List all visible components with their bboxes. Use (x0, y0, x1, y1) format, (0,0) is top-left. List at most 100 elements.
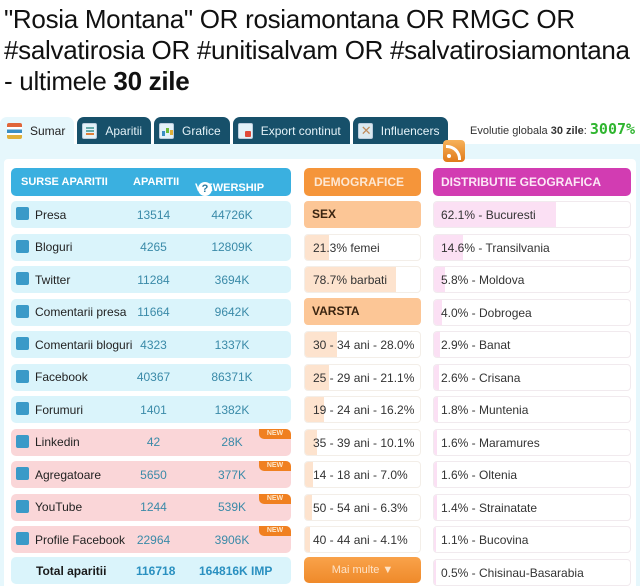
source-viewership: 539K (217, 500, 247, 514)
tab-sumar[interactable]: Sumar (0, 117, 75, 144)
global-evolution: Evolutie globala 30 zile: 3007% (470, 120, 635, 138)
new-badge: NEW (259, 428, 291, 439)
help-icon[interactable]: ? (198, 182, 212, 196)
total-viewership: 164816K IMP (199, 564, 273, 578)
geo-row: 14.6% - Transilvania (433, 233, 631, 261)
source-viewership: 1337K (214, 337, 250, 352)
export-icon (237, 122, 253, 139)
source-count: 40367 (136, 370, 171, 384)
twitter-icon (16, 272, 29, 285)
source-row[interactable]: Comentarii presa 11664 9642K (11, 298, 291, 326)
geo-text: 62.1% - Bucuresti (441, 208, 536, 222)
age-section-label: VARSTA (304, 298, 421, 325)
percent-bar (434, 234, 463, 260)
page-title: "Rosia Montana" OR rosiamontana OR RMGC … (4, 4, 640, 97)
source-row[interactable]: Forumuri 1401 1382K (11, 396, 291, 423)
age-text: 40 - 44 ani - 4.1% (313, 533, 408, 547)
press-icon (16, 207, 29, 220)
new-badge: NEW (259, 461, 291, 471)
evolution-value: 3007% (589, 120, 636, 138)
geo-text: 1.6% - Oltenia (441, 468, 518, 482)
source-name: Comentarii presa (35, 305, 127, 319)
geo-header-label: DISTRIBUTIE GEOGRAFICA (441, 175, 602, 189)
linkedin-icon (16, 434, 29, 448)
blog-comment-icon (16, 337, 29, 350)
geo-row: 1.6% - Maramures (433, 428, 631, 456)
geo-text: 2.6% - Crisana (441, 370, 521, 385)
source-count: 1401 (140, 402, 167, 417)
demo-header-label: DEMOGRAFICE (314, 175, 404, 189)
source-count: 1244 (140, 500, 167, 514)
percent-bar (305, 429, 317, 455)
total-label: Total aparitii (36, 564, 107, 578)
age-text: 25 - 29 ani - 21.1% (313, 370, 415, 385)
tab-aparitii[interactable]: Aparitii (77, 117, 152, 144)
source-row[interactable]: Comentarii bloguri 4323 1337K (11, 331, 291, 358)
source-viewership: 377K (217, 467, 247, 482)
source-viewership: 28K (221, 435, 243, 449)
aggregator-icon (16, 467, 29, 480)
source-name: YouTube (35, 500, 83, 514)
percent-bar (434, 332, 440, 357)
source-viewership: 9642K (214, 305, 250, 319)
geo-row: 62.1% - Bucuresti (433, 201, 631, 228)
percent-bar (434, 559, 437, 585)
age-text: 35 - 39 ani - 10.1% (313, 435, 415, 450)
percent-bar (434, 299, 442, 325)
age-row: 25 - 29 ani - 21.1% (304, 363, 421, 391)
age-text: 14 - 18 ani - 7.0% (313, 468, 408, 482)
percent-bar (305, 397, 324, 422)
source-viewership: 3906K (214, 532, 250, 547)
source-row[interactable]: Agregatoare 5650 377K NEW (11, 461, 291, 488)
source-row[interactable]: Bloguri 4265 12809K (11, 233, 291, 261)
geo-text: 1.4% - Strainatate (441, 500, 538, 515)
percent-bar (305, 267, 396, 292)
age-row: 35 - 39 ani - 10.1% (304, 428, 421, 456)
source-row[interactable]: Presa 13514 44726K (11, 201, 291, 228)
percent-bar (305, 364, 330, 390)
age-text: 30 - 34 ani - 28.0% (313, 338, 415, 352)
source-viewership: 86371K (211, 370, 253, 384)
tab-label: Aparitii (105, 123, 143, 138)
source-row[interactable]: YouTube 1244 539K NEW (11, 493, 291, 521)
facebook-icon (16, 369, 29, 383)
source-count: 11284 (137, 272, 170, 287)
source-row[interactable]: Profile Facebook 22964 3906K NEW (11, 526, 291, 553)
tab-influencers[interactable]: Influencers (352, 117, 449, 144)
age-row: 40 - 44 ani - 4.1% (304, 526, 421, 553)
tab-label: Sumar (30, 123, 66, 138)
rss-icon[interactable] (443, 140, 465, 162)
tab-bar: Sumar Aparitii Grafice Export continut I… (0, 117, 451, 144)
percent-bar (434, 364, 440, 390)
forum-icon (16, 402, 29, 415)
source-name: Presa (35, 207, 67, 222)
source-name: Comentarii bloguri (35, 337, 133, 352)
source-row[interactable]: Twitter 11284 3694K (11, 266, 291, 293)
total-row: Total aparitii 116718 164816K IMP (11, 557, 291, 584)
demographics-header: DEMOGRAFICE (304, 168, 421, 196)
youtube-icon (16, 499, 29, 513)
geo-text: 1.1% - Bucovina (441, 533, 529, 547)
age-row: 14 - 18 ani - 7.0% (304, 461, 421, 488)
geo-row: 2.9% - Banat (433, 331, 631, 358)
source-name: Profile Facebook (35, 532, 126, 547)
facebook-profile-icon (16, 532, 29, 545)
age-row: 19 - 24 ani - 16.2% (304, 396, 421, 423)
evolution-label: Evolutie globala (470, 125, 548, 137)
geo-text: 4.0% - Dobrogea (441, 305, 532, 320)
chart-icon (159, 122, 175, 139)
geo-row: 4.0% - Dobrogea (433, 298, 631, 326)
source-name: Agregatoare (35, 467, 102, 482)
age-row: 30 - 34 ani - 28.0% (304, 331, 421, 358)
period-text: 30 zile (113, 66, 190, 96)
tab-export-continut[interactable]: Export continut (232, 117, 350, 144)
geo-text: 0.5% - Chisinau-Basarabia (441, 565, 584, 580)
tab-grafice[interactable]: Grafice (154, 117, 230, 144)
source-count: 22964 (136, 532, 171, 547)
more-button[interactable]: Mai multe ▼ (304, 557, 421, 583)
new-badge: NEW (259, 526, 291, 536)
source-row[interactable]: Facebook 40367 86371K (11, 363, 291, 391)
geo-text: 5.8% - Moldova (441, 273, 525, 287)
source-row[interactable]: Linkedin 42 28K NEW (11, 428, 291, 456)
source-count: 13514 (136, 207, 171, 222)
